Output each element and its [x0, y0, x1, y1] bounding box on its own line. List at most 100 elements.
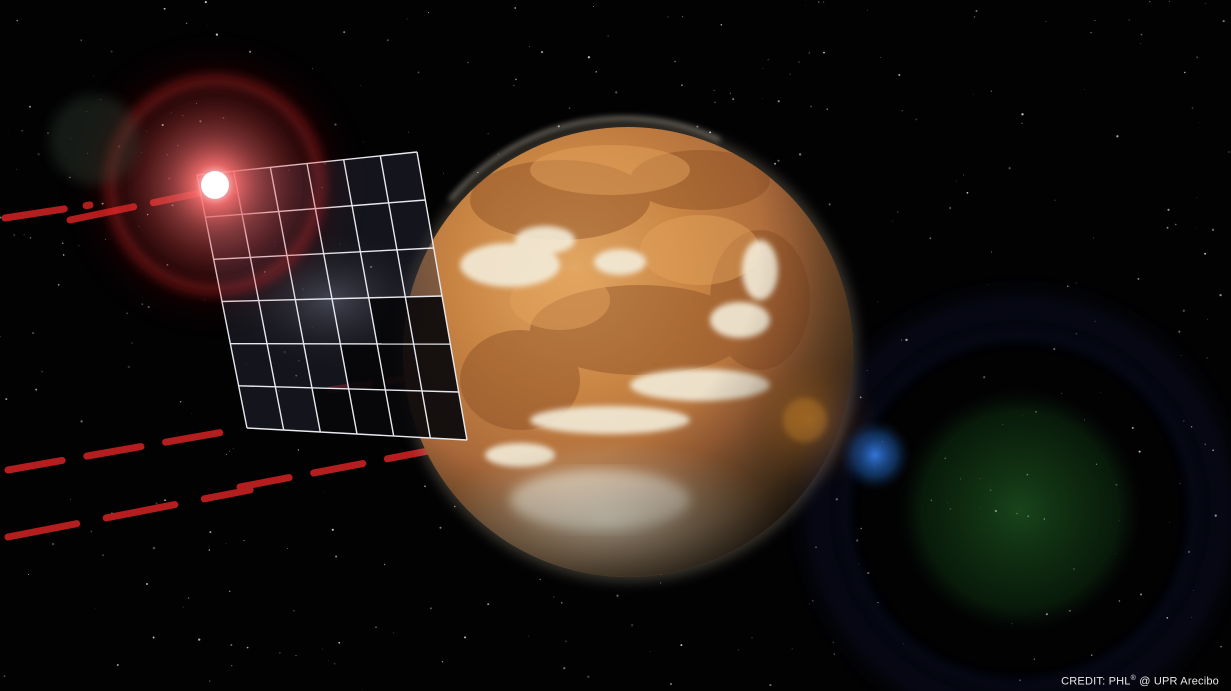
star	[1128, 19, 1130, 21]
star	[682, 16, 684, 18]
star	[832, 641, 834, 643]
star	[767, 59, 769, 61]
star	[80, 39, 82, 41]
star	[51, 542, 55, 546]
star	[1090, 31, 1092, 34]
star	[823, 1, 825, 3]
star	[279, 652, 281, 654]
star	[383, 563, 386, 566]
star	[812, 600, 814, 602]
star	[987, 284, 989, 286]
star	[155, 502, 158, 505]
star	[464, 636, 466, 639]
star	[8, 133, 10, 135]
star	[1138, 450, 1141, 453]
star	[225, 453, 227, 455]
sail-cell	[340, 343, 386, 390]
star	[528, 635, 530, 637]
star	[287, 548, 289, 549]
star	[31, 331, 35, 335]
star	[1021, 122, 1023, 124]
star	[818, 1, 820, 3]
star	[1196, 226, 1198, 228]
star	[808, 603, 810, 605]
star	[37, 153, 40, 156]
star	[709, 131, 712, 134]
star	[975, 10, 978, 12]
star	[1067, 285, 1069, 287]
star-flare	[50, 45, 355, 325]
star	[1118, 600, 1121, 602]
star	[674, 60, 676, 63]
star	[303, 521, 305, 522]
star	[487, 603, 490, 606]
star	[198, 638, 201, 641]
star	[565, 640, 567, 643]
star	[720, 24, 723, 26]
star	[1008, 167, 1011, 170]
star	[312, 68, 314, 69]
star	[1179, 483, 1181, 485]
star	[539, 578, 541, 581]
star	[972, 93, 974, 95]
star	[823, 51, 825, 54]
star	[94, 608, 96, 610]
star	[593, 6, 595, 7]
star	[207, 25, 208, 27]
star	[16, 169, 17, 170]
star	[363, 141, 365, 143]
star	[1045, 21, 1047, 22]
star	[835, 498, 838, 501]
sail-grid-line	[416, 151, 468, 441]
star	[1083, 88, 1085, 90]
sail-cell	[368, 296, 414, 344]
star	[1092, 237, 1095, 239]
star	[57, 283, 60, 286]
star	[1228, 151, 1230, 153]
star	[595, 71, 597, 73]
star	[901, 110, 903, 112]
star	[46, 132, 50, 135]
star	[732, 98, 735, 101]
star	[278, 389, 280, 392]
star	[713, 89, 715, 92]
star	[29, 236, 32, 239]
star	[774, 162, 777, 165]
star	[1054, 199, 1056, 201]
star	[513, 84, 515, 86]
star	[1196, 196, 1198, 198]
star	[62, 254, 65, 256]
star	[1191, 107, 1194, 109]
star	[514, 7, 517, 9]
star	[229, 450, 231, 452]
star	[990, 90, 992, 92]
star	[322, 648, 323, 650]
sail-cell	[422, 391, 467, 440]
star	[1149, 0, 1151, 3]
star	[190, 413, 192, 414]
star	[126, 312, 129, 315]
star	[393, 632, 395, 634]
star	[789, 73, 791, 75]
star	[441, 661, 444, 663]
star	[13, 234, 16, 237]
star	[338, 641, 341, 644]
star	[1196, 56, 1199, 59]
star	[406, 18, 408, 20]
star	[858, 563, 860, 565]
star	[680, 644, 683, 647]
star	[187, 597, 190, 599]
star	[230, 643, 233, 646]
star	[1199, 122, 1201, 124]
star	[80, 420, 83, 423]
sail-grid-line	[238, 385, 459, 393]
star	[973, 16, 976, 18]
star	[232, 447, 234, 449]
star	[164, 499, 166, 502]
star	[35, 388, 38, 391]
star	[810, 105, 812, 108]
star	[670, 683, 672, 685]
star	[41, 370, 43, 373]
star	[335, 555, 338, 558]
star	[116, 663, 119, 667]
